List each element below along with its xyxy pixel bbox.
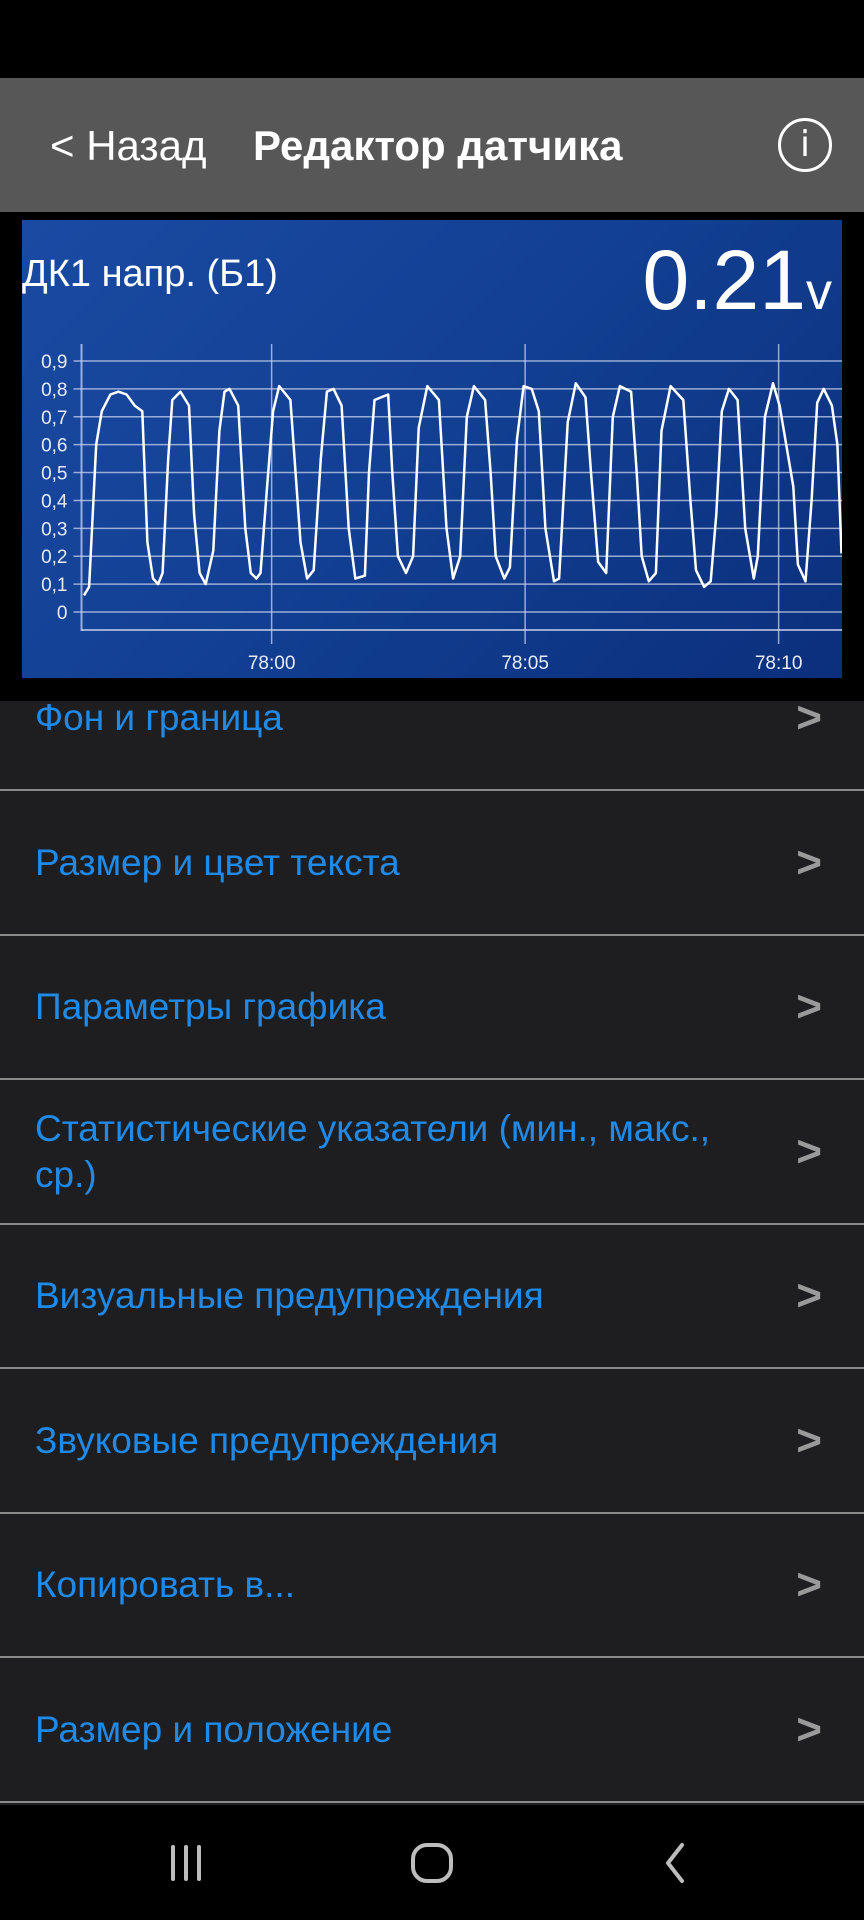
chevron-right-icon: >: [796, 1415, 822, 1465]
page-title: Редактор датчика: [253, 122, 623, 169]
y-tick-label: 0,8: [41, 380, 67, 401]
menu-item[interactable]: Размер и цвет текста >: [0, 792, 864, 936]
x-tick-label: 78:10: [755, 653, 803, 674]
menu-item[interactable]: Фон и граница >: [0, 701, 864, 791]
y-tick-label: 0: [57, 603, 68, 624]
menu-item-label: Визуальные предупреждения: [35, 1275, 544, 1316]
info-icon[interactable]: i: [778, 118, 832, 172]
back-button[interactable]: < Назад: [50, 122, 207, 169]
series-line: [82, 382, 842, 596]
chevron-right-icon: >: [796, 1560, 822, 1609]
sensor-value: 0.21v: [643, 230, 833, 330]
x-tick-label: 78:05: [501, 653, 549, 674]
chevron-right-icon: >: [796, 982, 822, 1031]
x-tick-label: 78:00: [248, 653, 296, 674]
chevron-right-icon: >: [796, 1271, 822, 1320]
sensor-name: ДК1 напр. (Б1): [22, 253, 278, 295]
y-tick-label: 0,2: [41, 547, 67, 568]
y-tick-label: 0,4: [41, 491, 68, 512]
y-tick-label: 0,1: [41, 575, 67, 596]
back-icon[interactable]: [646, 1835, 706, 1889]
y-tick-label: 0,9: [41, 352, 67, 373]
app-header: < Назад Редактор датчика i: [0, 78, 864, 212]
chevron-right-icon: >: [796, 1126, 822, 1176]
y-tick-label: 0,6: [41, 436, 67, 457]
recents-icon[interactable]: [158, 1835, 218, 1889]
menu-item[interactable]: Звуковые предупреждения >: [0, 1370, 864, 1514]
y-tick-label: 0,7: [41, 408, 67, 429]
menu-item-label: Параметры графика: [35, 986, 386, 1027]
chevron-right-icon: >: [796, 1704, 822, 1754]
home-icon[interactable]: [402, 1835, 462, 1889]
menu-item[interactable]: Визуальные предупреждения >: [0, 1225, 864, 1369]
menu-item-label: Размер и цвет текста: [35, 841, 400, 883]
settings-menu: Фон и граница > Размер и цвет текста > Парам…: [0, 701, 864, 1805]
sensor-unit: v: [806, 263, 832, 321]
chevron-right-icon: >: [796, 701, 822, 742]
sensor-gauge-preview: 0 0,1 0,2 0,3 0,4 0,5 0,6 0,7 0,8 0,9 78:00 78:05 78…: [22, 220, 842, 678]
chevron-right-icon: >: [796, 837, 822, 887]
menu-item[interactable]: Статистические указатели (мин., макс., с…: [0, 1081, 864, 1225]
sensor-value-number: 0.21: [642, 233, 807, 327]
menu-item[interactable]: Параметры графика >: [0, 936, 864, 1080]
menu-item[interactable]: Копировать в... >: [0, 1514, 864, 1658]
status-bar: [0, 0, 864, 78]
y-tick-label: 0,3: [41, 519, 67, 540]
y-tick-label: 0,5: [41, 464, 67, 485]
menu-item-label: Размер и положение: [35, 1708, 393, 1750]
menu-item-label: Статистические указатели (мин., макс., с…: [35, 1107, 710, 1195]
menu-item-label: Звуковые предупреждения: [35, 1419, 499, 1461]
system-nav-bar: [0, 1805, 864, 1920]
menu-item-label: Фон и граница: [35, 701, 283, 738]
menu-item-label: Копировать в...: [35, 1564, 295, 1605]
menu-item[interactable]: Размер и положение >: [0, 1659, 864, 1803]
sensor-chart: 0 0,1 0,2 0,3 0,4 0,5 0,6 0,7 0,8 0,9 78:00 78:05 78…: [41, 344, 842, 674]
